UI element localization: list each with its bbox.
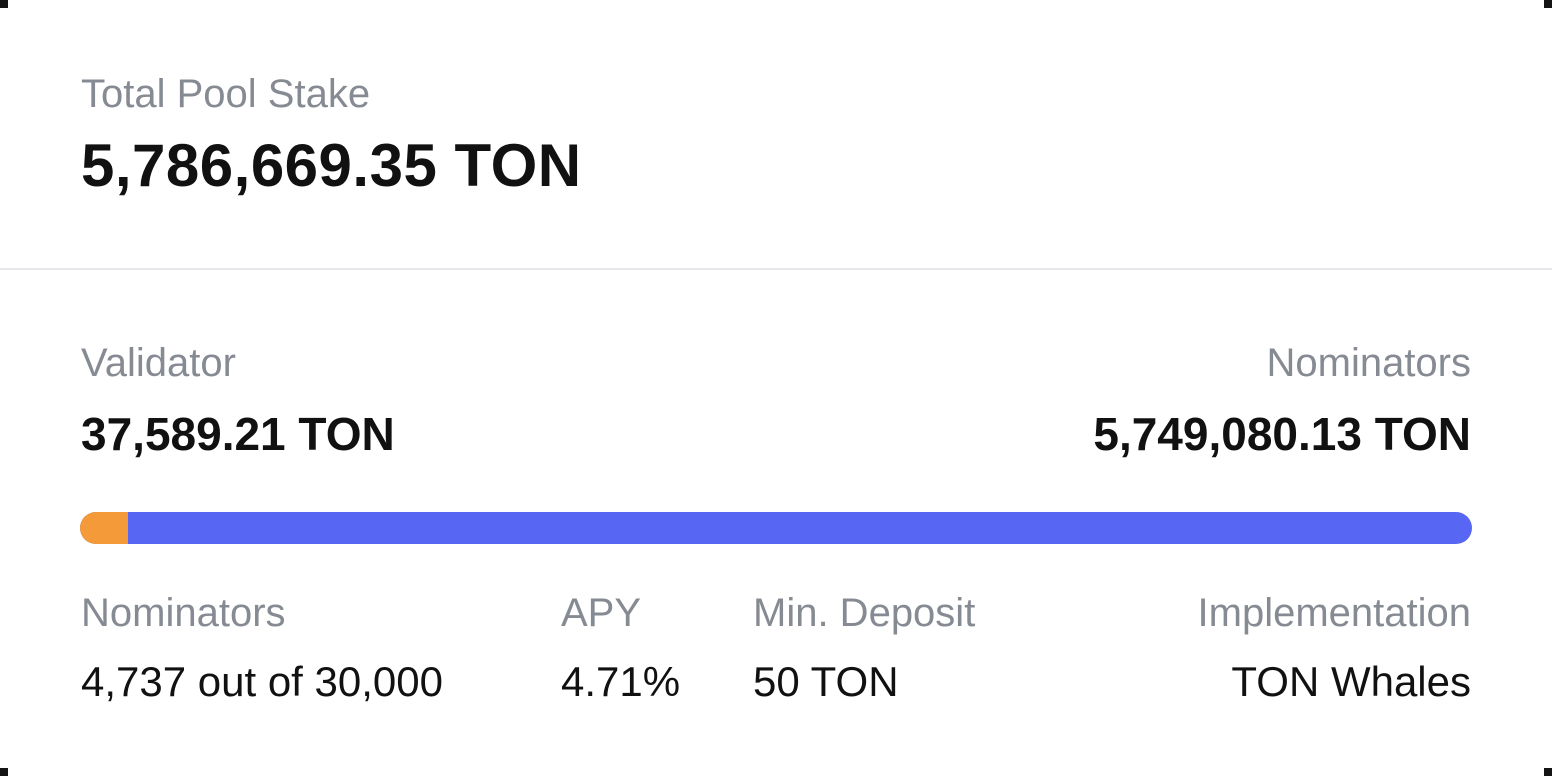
total-pool-stake-label: Total Pool Stake	[81, 72, 371, 116]
min-deposit-label: Min. Deposit	[753, 591, 976, 635]
nominators-stake-value: 5,749,080.13 TON	[1093, 408, 1471, 460]
validator-stake-value: 37,589.21 TON	[81, 408, 395, 460]
total-pool-stake-value: 5,786,669.35 TON	[81, 132, 582, 199]
apy-value: 4.71%	[561, 658, 681, 705]
corner-mark	[1544, 0, 1552, 8]
min-deposit-value: 50 TON	[753, 658, 899, 705]
implementation-label: Implementation	[1197, 591, 1471, 635]
corner-mark	[0, 768, 8, 776]
nominators-count-value: 4,737 out of 30,000	[81, 658, 443, 705]
section-divider	[0, 268, 1552, 270]
nominators-count-label: Nominators	[81, 591, 286, 635]
nominators-stake-label: Nominators	[1266, 341, 1471, 385]
implementation-value: TON Whales	[1231, 658, 1471, 705]
validator-share-segment	[80, 512, 128, 544]
corner-mark	[0, 0, 8, 8]
corner-mark	[1544, 768, 1552, 776]
validator-label: Validator	[81, 341, 236, 385]
stake-distribution-bar	[80, 512, 1472, 544]
apy-label: APY	[561, 591, 642, 635]
